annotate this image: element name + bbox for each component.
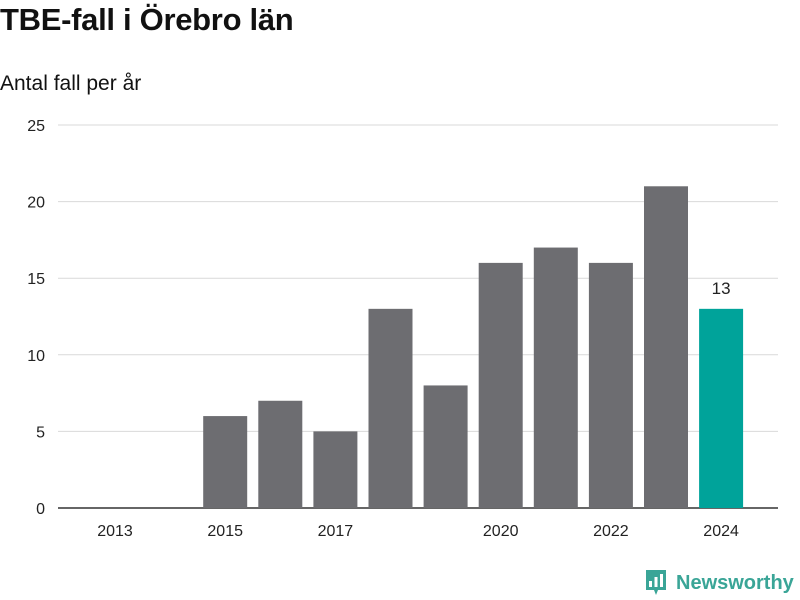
chart-title: TBE-fall i Örebro län: [0, 2, 294, 37]
y-axis-ticks: 0 5 10 15 20 25: [27, 118, 45, 518]
bar-2021[interactable]: [533, 247, 578, 508]
y-tick-label: 0: [36, 501, 45, 518]
bar-2023[interactable]: [644, 186, 688, 508]
brand-name: Newsworthy: [676, 571, 794, 594]
newsworthy-logo-icon: [646, 570, 666, 595]
data-labels: 13: [712, 279, 731, 298]
bar-2022[interactable]: [588, 262, 633, 508]
bar-2015[interactable]: [203, 416, 248, 508]
data-label-2024: 13: [712, 279, 731, 298]
y-tick-label: 25: [27, 118, 45, 135]
bars: [203, 186, 744, 508]
bar-2016[interactable]: [258, 400, 303, 508]
bar-2020[interactable]: [478, 262, 523, 508]
newsworthy-brand[interactable]: Newsworthy: [644, 568, 794, 598]
y-tick-label: 5: [36, 424, 45, 441]
bar-2019[interactable]: [423, 385, 468, 508]
x-tick-label: 2015: [207, 523, 243, 540]
bar-2018[interactable]: [368, 308, 413, 508]
chart-subtitle: Antal fall per år: [0, 72, 142, 95]
bar-2017[interactable]: [313, 431, 358, 508]
y-tick-label: 15: [27, 271, 45, 288]
y-tick-label: 20: [27, 195, 45, 212]
bar-2024[interactable]: [699, 308, 744, 508]
x-tick-label: 2013: [97, 523, 133, 540]
y-tick-label: 10: [27, 348, 45, 365]
x-tick-label: 2024: [703, 523, 739, 540]
x-tick-label: 2017: [318, 523, 354, 540]
x-tick-label: 2022: [593, 523, 629, 540]
x-axis-ticks: 2013 2015 2017 2020 2022 2024: [97, 523, 739, 540]
x-tick-label: 2020: [483, 523, 519, 540]
